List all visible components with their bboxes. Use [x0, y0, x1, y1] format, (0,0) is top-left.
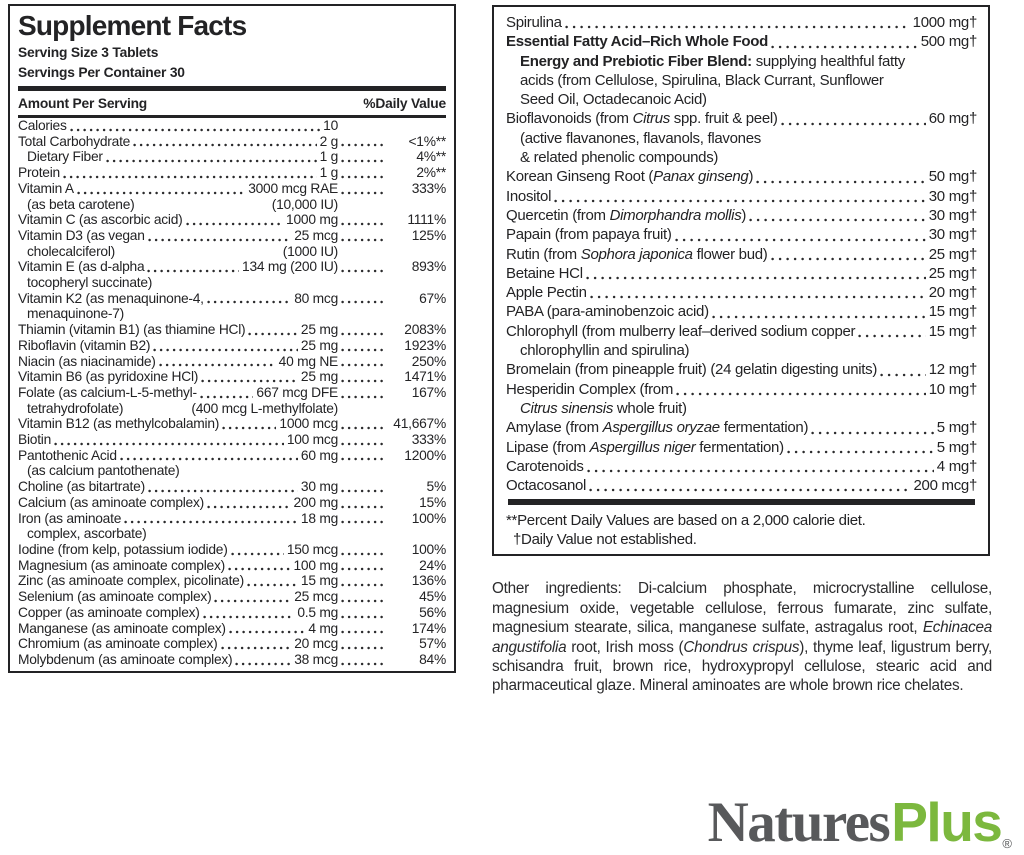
ingredient-subrow: chlorophyllin and spirulina) — [520, 342, 690, 360]
nutrient-subrow: (as beta carotene) (10,000 IU) — [27, 196, 338, 212]
ingredient-row: Essential Fatty Acid–Rich Whole Food 500 … — [506, 33, 977, 51]
ingredient-row: Hesperidin Complex (from 10 mg† — [506, 380, 977, 398]
nutrient-row: Dietary Fiber 1 g 4%** — [27, 149, 446, 165]
nutrient-row: Copper (as aminoate complex) 0.5 mg 56% — [18, 604, 446, 620]
nutrient-subrow: tetrahydrofolate) (400 mcg L-methylfolate… — [27, 400, 338, 416]
ingredient-row: Chlorophyll (from mulberry leaf–derived … — [506, 322, 977, 340]
footnote-percent-dv: **Percent Daily Values are based on a 2,… — [506, 512, 866, 530]
nutrient-row: Vitamin A 3000 mcg RAE 333% — [18, 180, 446, 196]
nutrient-row: Folate (as calcium-L-5-methyl- 667 mcg DF… — [18, 384, 446, 400]
ingredient-row: Bioflavonoids (from Citrus spp. fruit & … — [506, 110, 977, 128]
supplement-facts-title: Supplement Facts — [18, 10, 247, 41]
nutrient-row: Chromium (as aminoate complex) 20 mcg 57% — [18, 636, 446, 652]
ingredient-row: Quercetin (from Dimorphandra mollis) 30 m… — [506, 206, 977, 224]
right-rows: Spirulina 1000 mg† Essential Fatty Acid–Ri… — [506, 13, 977, 495]
nutrient-row: Molybdenum (as aminoate complex) 38 mcg 84… — [18, 651, 446, 667]
nutrient-row: Calcium (as aminoate complex) 200 mg 15% — [18, 494, 446, 510]
nutrient-row: Pantothenic Acid 60 mg 1200% — [18, 447, 446, 463]
footnote-dv-not-established: †Daily Value not established. — [513, 531, 697, 549]
ingredient-row: Inositol 30 mg† — [506, 187, 977, 205]
nutrient-subrow: tocopheryl succinate) — [27, 275, 153, 291]
ingredient-subrow: acids (from Cellulose, Spirulina, Black … — [520, 71, 884, 89]
brand-name-natures: Natures — [707, 791, 891, 854]
servings-per-container: Servings Per Container 30 — [18, 65, 185, 80]
nutrient-row: Choline (as bitartrate) 30 mg 5% — [18, 479, 446, 495]
ingredient-row: Betaine HCl 25 mg† — [506, 264, 977, 282]
ingredient-subrow: & related phenolic compounds) — [520, 149, 719, 167]
registered-trademark-icon: ® — [1002, 836, 1012, 851]
divider-mid — [18, 115, 446, 118]
supplement-facts-panel: Supplement Facts Serving Size 3 Tablets … — [8, 4, 456, 673]
ingredient-subrow: Seed Oil, Octadecanoic Acid) — [520, 91, 707, 109]
supplement-facts-panel-continued: Spirulina 1000 mg† Essential Fatty Acid–Ri… — [492, 5, 990, 556]
serving-size: Serving Size 3 Tablets — [18, 45, 159, 60]
ingredient-row: PABA (para-aminobenzoic acid) 15 mg† — [506, 303, 977, 321]
left-rows: Calories 10 Total Carbohydrate 2 g <1%** Diet… — [18, 118, 446, 668]
ingredient-row: Spirulina 1000 mg† — [506, 14, 977, 31]
nutrient-row: Biotin 100 mcg 333% — [18, 432, 446, 448]
brand-logo: Natures Plus ® — [708, 790, 1012, 855]
ingredient-row: Carotenoids 4 mg† — [506, 457, 977, 475]
nutrient-row: Vitamin C (as ascorbic acid) 1000 mg 1111% — [18, 212, 446, 228]
amount-per-serving-label: Amount Per Serving — [18, 96, 148, 111]
nutrient-row: Magnesium (as aminoate complex) 100 mg 24% — [18, 557, 446, 573]
nutrient-row: Selenium (as aminoate complex) 25 mcg 45% — [18, 589, 446, 605]
nutrient-row: Zinc (as aminoate complex, picolinate) 15… — [18, 573, 446, 589]
ingredient-row: Papain (from papaya fruit) 30 mg† — [506, 226, 977, 244]
nutrient-row: Calories 10 — [18, 118, 338, 133]
ingredient-row: Rutin (from Sophora japonica flower bud)… — [506, 245, 977, 263]
nutrient-row: Iodine (from kelp, potassium iodide) 150 … — [18, 541, 446, 557]
nutrient-subrow: (as calcium pantothenate) — [27, 463, 180, 479]
nutrient-row: Riboflavin (vitamin B2) 25 mg 1923% — [18, 337, 446, 353]
nutrient-subrow: complex, ascorbate) — [27, 526, 147, 542]
nutrient-row: Vitamin E (as d-alpha 134 mg (200 IU) 893% — [18, 259, 446, 275]
nutrient-row: Vitamin B12 (as methylcobalamin) 1000 mcg… — [18, 416, 446, 432]
nutrient-row: Protein 1 g 2%** — [18, 165, 446, 181]
nutrient-subrow: cholecalciferol) (1000 IU) — [27, 243, 338, 259]
nutrient-row: Vitamin K2 (as menaquinone-4, 80 mcg 67% — [18, 290, 446, 306]
nutrient-subrow: menaquinone-7) — [27, 306, 124, 322]
ingredient-subrow: (active flavanones, flavanols, flavones — [520, 129, 761, 147]
nutrient-row: Vitamin B6 (as pyridoxine HCl) 25 mg 1471% — [18, 369, 446, 385]
divider-thick-right — [508, 499, 975, 506]
nutrient-row: Total Carbohydrate 2 g <1%** — [18, 133, 446, 149]
brand-name-plus: Plus — [891, 791, 1003, 853]
other-ingredients-text: Other ingredients: Di-calcium phosphate,… — [492, 580, 992, 695]
ingredient-row: Korean Ginseng Root (Panax ginseng) 50 mg… — [506, 168, 977, 186]
ingredient-row: Bromelain (from pineapple fruit) (24 gel… — [506, 361, 977, 379]
nutrient-row: Niacin (as niacinamide) 40 mg NE 250% — [18, 353, 446, 369]
nutrient-row: Iron (as aminoate 18 mg 100% — [18, 510, 446, 526]
nutrient-row: Thiamin (vitamin B1) (as thiamine HCl) 25… — [18, 322, 446, 338]
ingredient-row: Octacosanol 200 mcg† — [506, 477, 977, 495]
ingredient-row: Amylase (from Aspergillus oryzae ferment… — [506, 419, 977, 437]
nutrient-row: Vitamin D3 (as vegan 25 mcg 125% — [18, 227, 446, 243]
ingredient-row: Lipase (from Aspergillus niger fermentat… — [506, 438, 977, 456]
nutrient-row: Manganese (as aminoate complex) 4 mg 174% — [18, 620, 446, 636]
ingredient-subrow: Citrus sinensis whole fruit) — [520, 399, 687, 417]
ingredient-subrow: Energy and Prebiotic Fiber Blend: supply… — [520, 52, 905, 70]
daily-value-label: %Daily Value — [363, 96, 446, 111]
divider-thick — [18, 86, 446, 91]
ingredient-row: Apple Pectin 20 mg† — [506, 284, 977, 302]
column-header-row: Amount Per Serving %Daily Value — [18, 91, 446, 115]
